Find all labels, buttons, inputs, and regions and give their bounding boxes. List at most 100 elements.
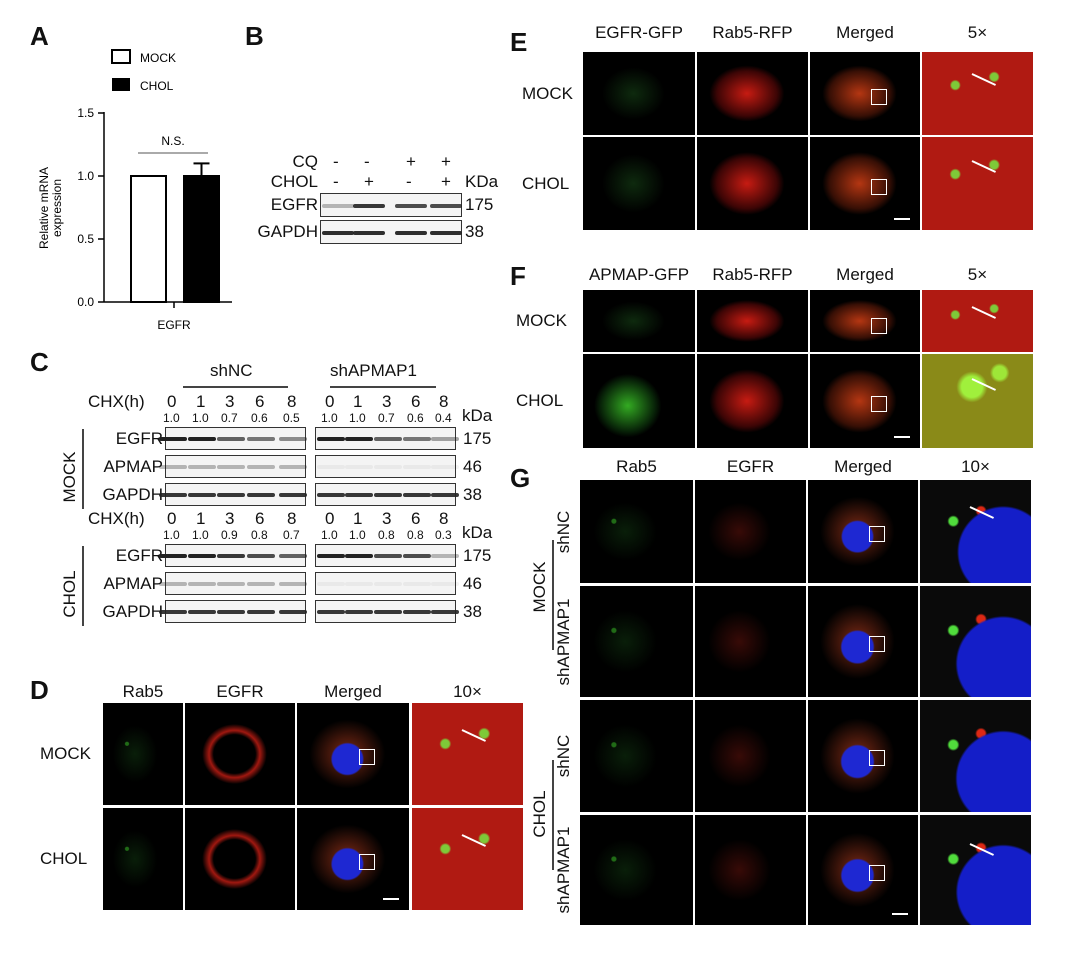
band	[345, 465, 373, 469]
chol-sign: +	[441, 172, 451, 191]
blot-egfr	[320, 193, 462, 217]
row-label-cq: CQ	[292, 152, 319, 171]
band	[159, 493, 187, 497]
micrograph-e	[583, 52, 695, 135]
band	[374, 437, 402, 441]
column-header-f: 5×	[967, 265, 988, 284]
band	[431, 582, 459, 586]
condition-bracket	[552, 760, 554, 870]
band	[279, 465, 307, 469]
cq-sign: -	[364, 152, 370, 171]
row-label-chol: CHOL	[270, 172, 318, 191]
micrograph-g	[920, 586, 1031, 697]
row-label-e: MOCK	[522, 83, 573, 103]
band	[322, 231, 354, 235]
band	[345, 610, 373, 614]
micrograph-g	[920, 480, 1031, 583]
band	[317, 437, 345, 441]
micrograph-d	[103, 808, 183, 910]
blot-label-egfr: EGFR	[115, 546, 163, 565]
time-label: 8	[439, 392, 449, 411]
blot-gapdh	[159, 483, 307, 506]
band	[247, 610, 275, 614]
legend-label-chol: CHOL	[140, 79, 174, 93]
micrograph-g	[695, 480, 806, 583]
y-tick-label: 0.5	[77, 232, 94, 246]
micrograph-d	[412, 703, 523, 805]
micrograph-g	[580, 480, 693, 583]
band	[159, 437, 187, 441]
kda-label: 38	[463, 602, 482, 621]
ratio-label: 1.0	[349, 528, 366, 542]
column-header-d: EGFR	[216, 682, 264, 701]
micrograph-f	[810, 290, 920, 352]
band	[317, 554, 345, 558]
column-header-d: Merged	[324, 682, 382, 701]
kda-label: 38	[465, 222, 484, 241]
micrograph-e	[922, 137, 1033, 230]
micrograph-g	[808, 700, 918, 812]
micrograph-d	[185, 703, 295, 805]
time-label: 8	[287, 392, 297, 411]
band	[431, 465, 459, 469]
band	[353, 231, 385, 235]
ratio-label: 0.6	[407, 411, 424, 425]
blot-label-gapdh: GAPDH	[102, 602, 163, 621]
micrograph-g	[808, 480, 918, 583]
band	[217, 493, 245, 497]
band	[353, 204, 385, 208]
time-label: 6	[255, 509, 265, 528]
column-header-e: EGFR-GFP	[595, 23, 683, 42]
micrograph-e	[922, 52, 1033, 135]
arrow-icon	[969, 842, 994, 856]
zoom-region-box	[358, 748, 375, 765]
y-axis-label-line1: Relative mRNA	[37, 167, 51, 249]
micrograph-f	[922, 290, 1033, 352]
ratio-label: 0.8	[378, 528, 395, 542]
time-label: 3	[225, 392, 235, 411]
micrograph-e	[697, 52, 808, 135]
scale-bar	[383, 898, 399, 900]
band	[374, 493, 402, 497]
band	[317, 582, 345, 586]
blot-gapdh	[159, 600, 307, 623]
ratio-label: 0.7	[283, 528, 300, 542]
blot-label-gapdh: GAPDH	[257, 222, 318, 241]
micrograph-g	[695, 700, 806, 812]
band	[430, 231, 462, 235]
row-label-g: shNC	[554, 510, 573, 553]
band	[159, 610, 187, 614]
band	[247, 465, 275, 469]
cq-sign: +	[441, 152, 451, 171]
panel-label-c: C	[30, 347, 49, 377]
blot-egfr	[315, 427, 459, 450]
blot-egfr	[159, 427, 307, 450]
blot-egfr	[159, 544, 307, 567]
time-label: 1	[196, 392, 206, 411]
micrograph-g	[580, 586, 693, 697]
column-header-e: Rab5-RFP	[712, 23, 793, 42]
panel-label-d: D	[30, 675, 49, 705]
micrograph-d	[297, 808, 409, 910]
micrograph-f	[583, 354, 695, 448]
time-label: 0	[325, 392, 335, 411]
band	[431, 610, 459, 614]
band	[403, 582, 431, 586]
bar-chart: MOCK CHOL 0.0 0.5 1.0 1.5 N.S. EGFR Relativ…	[37, 49, 232, 332]
column-header-f: APMAP-GFP	[588, 265, 690, 284]
column-header-g: EGFR	[726, 457, 775, 476]
band	[279, 582, 307, 586]
time-label: 3	[225, 509, 235, 528]
kda-label: 175	[463, 546, 492, 565]
band	[188, 610, 216, 614]
ratio-label: 1.0	[192, 528, 209, 542]
band	[317, 465, 345, 469]
time-label: 6	[411, 509, 421, 528]
zoom-region-box	[868, 635, 885, 652]
band	[279, 554, 307, 558]
band	[217, 554, 245, 558]
y-tick-label: 0.0	[77, 295, 94, 309]
row-label-g: shAPMAP1	[554, 826, 573, 914]
blot-apmap	[315, 572, 459, 595]
